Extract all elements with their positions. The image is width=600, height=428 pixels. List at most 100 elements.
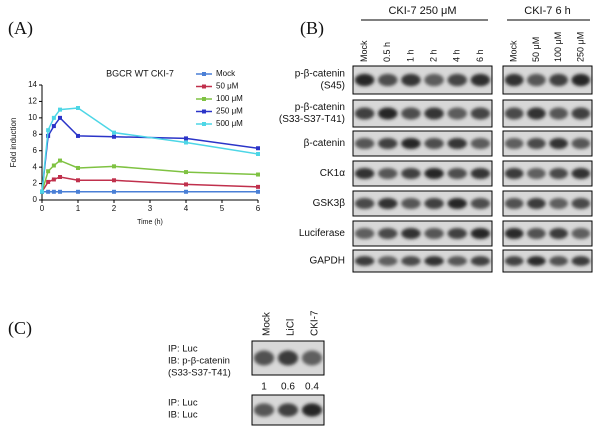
- chart-title: BGCR WT CKI-7: [106, 68, 174, 78]
- data-point: [256, 189, 260, 194]
- blot-band: [571, 168, 591, 179]
- y-tick-label: 2: [33, 179, 38, 188]
- blot-band: [571, 228, 591, 239]
- x-tick-label: 4: [184, 204, 189, 213]
- lane-label: 50 μM: [531, 37, 541, 62]
- quantity: 0.6: [281, 382, 295, 393]
- x-tick-label: 1: [76, 204, 81, 213]
- lane-label: 250 μM: [575, 32, 585, 62]
- quantity: 0.4: [305, 382, 319, 393]
- y-axis-label: Fold induction: [9, 118, 18, 168]
- blot-band: [504, 168, 524, 179]
- blot-frame: [352, 220, 493, 247]
- lane-label: 4 h: [452, 49, 462, 62]
- legend-label: 250 μM: [216, 107, 243, 116]
- blot-band: [378, 138, 398, 149]
- x-tick-label: 3: [148, 204, 153, 213]
- panel-label: (A): [8, 18, 33, 39]
- blot-frame: [352, 190, 493, 217]
- data-point: [256, 184, 260, 189]
- blot-band: [301, 403, 323, 417]
- blot-band: [401, 228, 421, 239]
- blot-band: [378, 256, 398, 266]
- data-point: [112, 130, 116, 135]
- panel-label: (B): [300, 18, 324, 39]
- blot-band: [504, 198, 524, 209]
- data-point: [184, 136, 188, 141]
- data-point: [112, 189, 116, 194]
- blot-band: [447, 168, 467, 179]
- panel-label: (C): [8, 318, 32, 339]
- legend-label: 100 μM: [216, 94, 243, 103]
- blot-band: [447, 228, 467, 239]
- lane-label: 1 h: [405, 49, 415, 62]
- blot-band: [277, 350, 299, 366]
- blot-frame: [352, 160, 493, 187]
- legend-label: Mock: [216, 69, 236, 78]
- data-point: [51, 163, 56, 168]
- lane-label: 6 h: [475, 49, 485, 62]
- data-point: [51, 189, 56, 194]
- blot-band: [401, 138, 421, 149]
- blot-band: [401, 168, 421, 179]
- blot-band: [401, 198, 421, 209]
- blot-band: [549, 228, 568, 239]
- y-tick-label: 10: [28, 113, 37, 122]
- blot-band: [470, 73, 491, 87]
- blot-band: [527, 168, 546, 179]
- blot-band: [504, 256, 524, 266]
- blot-band: [447, 198, 467, 209]
- blot-band: [470, 138, 491, 149]
- blot-band: [549, 138, 568, 149]
- blot-band: [354, 198, 375, 209]
- series-line: [41, 107, 259, 192]
- data-point: [51, 177, 56, 182]
- row-label: p-β-catenin: [295, 69, 345, 80]
- blot-band: [470, 228, 491, 239]
- blot-band: [354, 168, 375, 179]
- data-point: [112, 178, 116, 183]
- blot-label: IP: Luc: [168, 398, 198, 409]
- row-label: p-β-catenin: [295, 102, 345, 113]
- blot-band: [424, 228, 444, 239]
- x-tick-label: 6: [256, 204, 261, 213]
- blot-band: [378, 198, 398, 209]
- row-label: β-catenin: [304, 138, 345, 149]
- legend-marker: [202, 122, 206, 126]
- blot-band: [527, 73, 546, 87]
- x-tick-label: 0: [40, 204, 45, 213]
- blot-label: IB: Luc: [168, 410, 198, 421]
- data-point: [256, 172, 260, 177]
- data-point: [184, 189, 188, 194]
- blot-band: [401, 73, 421, 87]
- blot-band: [354, 228, 375, 239]
- blot-frame: [352, 65, 493, 95]
- data-point: [46, 189, 51, 194]
- legend-label: 500 μM: [216, 119, 243, 128]
- blot-band: [354, 107, 375, 120]
- blot-band: [424, 107, 444, 120]
- data-point: [112, 134, 116, 139]
- blot-band: [504, 107, 524, 120]
- data-point: [58, 175, 62, 179]
- blot-band: [354, 256, 375, 266]
- blot-label: (S33-S37-T41): [168, 368, 231, 379]
- blot-band: [447, 256, 467, 266]
- row-label: CK1α: [320, 168, 345, 179]
- blot-band: [401, 107, 421, 120]
- blot-band: [571, 107, 591, 120]
- blot-band: [470, 198, 491, 209]
- data-point: [58, 115, 62, 120]
- lane-label: CKI-7: [310, 310, 321, 336]
- row-label: (S33-S37-T41): [279, 114, 345, 125]
- quantity: 1: [261, 382, 267, 393]
- row-label: Luciferase: [299, 228, 346, 239]
- data-point: [184, 182, 188, 187]
- blot-band: [424, 168, 444, 179]
- x-axis-label: Time (h): [137, 219, 163, 226]
- blot-band: [401, 256, 421, 266]
- data-point: [76, 106, 80, 110]
- data-point: [256, 152, 260, 156]
- blot-frame: [352, 99, 493, 128]
- row-label: GAPDH: [309, 256, 345, 267]
